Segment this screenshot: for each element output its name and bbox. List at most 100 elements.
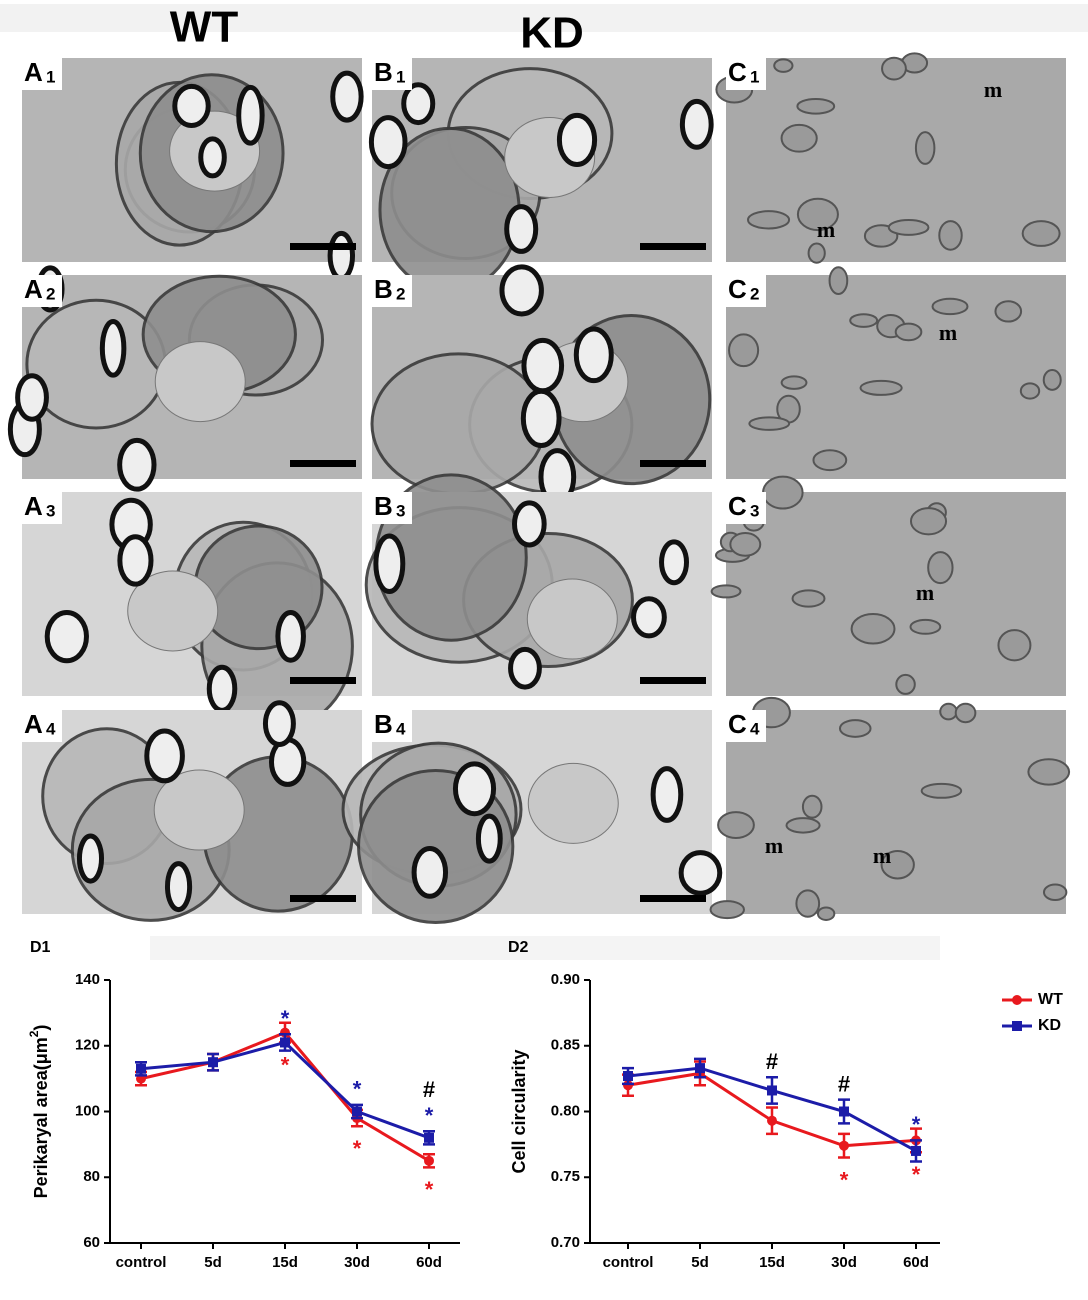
data-point <box>839 1140 849 1151</box>
mitochondrion <box>828 266 849 296</box>
panel-index: 2 <box>750 284 759 303</box>
panel-letter: B <box>374 709 393 739</box>
panel-letter: A <box>24 274 43 304</box>
data-point <box>424 1132 434 1143</box>
y-axis-label: Perikaryal area(μm2) <box>27 1025 51 1199</box>
mitochondrion <box>709 900 745 920</box>
scale-bar <box>640 460 706 467</box>
axon <box>368 115 408 170</box>
mitochondrion <box>728 333 760 368</box>
axon <box>15 373 49 422</box>
significance-mark: * <box>912 1162 921 1187</box>
mitochondrion <box>927 551 954 585</box>
scale-bar <box>290 460 356 467</box>
mitochondrion <box>994 300 1023 323</box>
x-tick-label: 5d <box>691 1254 709 1271</box>
nucleus <box>527 762 619 844</box>
y-axis-label-part: Perikaryal area(μm <box>31 1037 51 1198</box>
mitochondrion <box>780 123 818 153</box>
significance-mark: * <box>281 1006 290 1031</box>
group-difference-mark: # <box>766 1049 778 1074</box>
data-point <box>911 1145 921 1156</box>
label-bg <box>372 275 412 307</box>
axon <box>76 833 105 884</box>
panel-index: 2 <box>46 284 55 303</box>
axon <box>164 861 193 913</box>
axon <box>659 539 690 586</box>
nucleus <box>526 578 618 660</box>
axon <box>117 437 157 492</box>
y-tick-label: 0.75 <box>551 1168 580 1185</box>
nucleus <box>127 570 219 652</box>
label-bg <box>726 492 766 524</box>
significance-mark: * <box>425 1103 434 1128</box>
label-bg <box>726 58 766 90</box>
significance-mark: * <box>425 1177 434 1202</box>
y-tick-label: 100 <box>75 1102 100 1119</box>
scale-bar <box>640 895 706 902</box>
axon <box>206 664 238 713</box>
mitochondrion <box>931 297 969 316</box>
label-bg <box>726 710 766 742</box>
y-tick-label: 0.85 <box>551 1037 580 1054</box>
data-point <box>767 1085 777 1096</box>
scale-bar <box>640 243 706 250</box>
mitochondrion <box>748 416 791 431</box>
mitochondrion <box>909 618 942 635</box>
axon <box>172 83 211 129</box>
mitochondrion <box>773 58 794 73</box>
data-point <box>352 1106 362 1117</box>
mitochondrion <box>850 613 896 645</box>
mitochondrion <box>939 702 958 721</box>
panel-letter: C <box>728 491 747 521</box>
mitochondrion <box>997 629 1032 662</box>
panel-letter: C <box>728 709 747 739</box>
axon <box>650 766 684 823</box>
significance-mark: * <box>281 1052 290 1077</box>
panel-letter: B <box>374 274 393 304</box>
x-tick-label: 60d <box>416 1254 442 1271</box>
panel-index: 3 <box>750 501 759 520</box>
mitochondrion <box>780 375 808 390</box>
mitochondrion <box>894 322 923 342</box>
micrograph-annotation: m <box>939 320 957 345</box>
axon <box>117 534 154 587</box>
axon <box>475 813 503 864</box>
mitochondrion <box>859 379 903 396</box>
nucleus <box>154 341 246 423</box>
significance-mark: * <box>353 1077 362 1102</box>
mitochondrion <box>807 242 826 264</box>
axon <box>631 596 667 639</box>
axon <box>411 845 449 899</box>
data-point <box>767 1115 777 1126</box>
x-tick-label: 30d <box>831 1254 857 1271</box>
data-point <box>695 1063 705 1074</box>
mitochondrion <box>796 197 839 232</box>
panel-index: 1 <box>46 67 55 86</box>
y-axis-label-part: ) <box>31 1025 51 1031</box>
y-axis-label: Cell circularity <box>509 1049 529 1173</box>
panel-index: 4 <box>750 719 760 738</box>
mitochondrion <box>849 313 879 328</box>
mitochondrion <box>796 97 836 115</box>
axon <box>262 700 296 747</box>
x-tick-label: 30d <box>344 1254 370 1271</box>
panel-index: 1 <box>396 67 405 86</box>
panel-letter: B <box>374 491 393 521</box>
micrograph: C 3 m <box>710 475 1066 696</box>
mitochondrion <box>838 719 872 738</box>
mitochondrion <box>920 782 963 799</box>
mitochondrion <box>1042 369 1062 391</box>
chart-label: D1 <box>30 939 51 956</box>
mitochondrion <box>887 219 930 236</box>
mitochondrion <box>895 673 916 695</box>
cell <box>370 352 547 496</box>
y-axis-label-part: 2 <box>27 1030 41 1037</box>
y-axis-label-part: Cell circularity <box>509 1049 529 1173</box>
mitochondrion <box>1042 883 1068 902</box>
micrograph: C 2 m <box>726 266 1066 479</box>
label-bg <box>22 275 62 307</box>
